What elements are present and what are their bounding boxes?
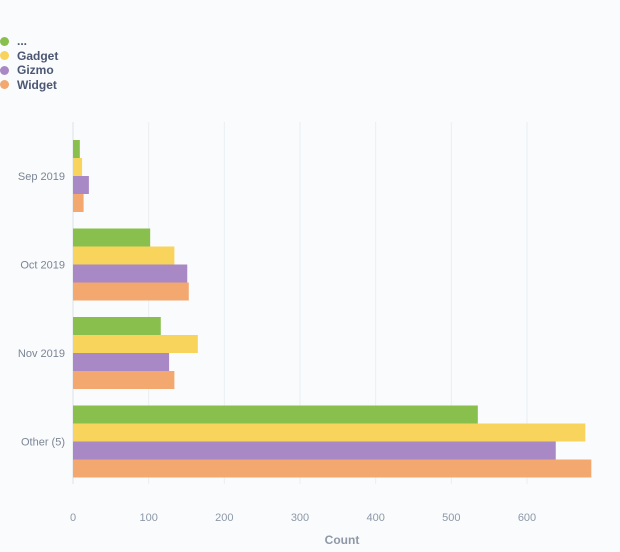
bar[interactable]	[73, 423, 586, 442]
bar[interactable]	[73, 371, 175, 389]
legend-label: Gadget	[17, 48, 59, 63]
bar[interactable]	[73, 317, 161, 335]
legend-label: ...	[17, 34, 28, 49]
legend-item[interactable]: Widget	[0, 78, 58, 93]
x-tick-label: 500	[442, 512, 460, 524]
bars	[73, 140, 592, 478]
x-tick-labels: 0 100 200 300 400 500 600	[70, 512, 536, 524]
bar[interactable]	[73, 194, 84, 212]
legend-dot-icon	[0, 65, 9, 75]
category-label: Oct 2019	[20, 260, 65, 272]
x-tick-label: 400	[366, 512, 384, 524]
legend-label: Widget	[17, 77, 57, 92]
x-axis-title: Count	[325, 533, 360, 547]
chart-legend: ... Gadget Gizmo Widget	[0, 34, 58, 92]
legend-dot-icon	[0, 51, 9, 61]
legend-dot-icon	[0, 36, 9, 46]
bar[interactable]	[73, 228, 151, 247]
bar[interactable]	[73, 335, 198, 353]
x-tick-label: 100	[139, 512, 157, 524]
legend-item[interactable]: Gizmo	[0, 63, 58, 78]
x-tick-label: 300	[291, 512, 309, 524]
legend-item[interactable]: Gadget	[0, 49, 58, 64]
category-label: Sep 2019	[18, 171, 65, 183]
x-tick-label: 200	[215, 512, 233, 524]
x-tick-label: 600	[518, 512, 536, 524]
bar[interactable]	[73, 176, 89, 194]
bar[interactable]	[73, 246, 175, 265]
legend-item[interactable]: ...	[0, 34, 58, 49]
category-label: Other (5)	[21, 437, 65, 449]
bar[interactable]	[73, 140, 80, 158]
bar[interactable]	[73, 353, 170, 371]
bar[interactable]	[73, 405, 478, 424]
x-tick-label: 0	[70, 512, 76, 524]
category-label: Nov 2019	[18, 348, 65, 360]
bar[interactable]	[73, 282, 189, 301]
bar[interactable]	[73, 158, 83, 176]
category-labels: Sep 2019 Oct 2019 Nov 2019 Other (5)	[18, 171, 65, 449]
legend-label: Gizmo	[17, 63, 54, 78]
bar[interactable]	[73, 459, 592, 478]
bar[interactable]	[73, 441, 556, 460]
legend-dot-icon	[0, 80, 9, 90]
bar[interactable]	[73, 264, 188, 283]
